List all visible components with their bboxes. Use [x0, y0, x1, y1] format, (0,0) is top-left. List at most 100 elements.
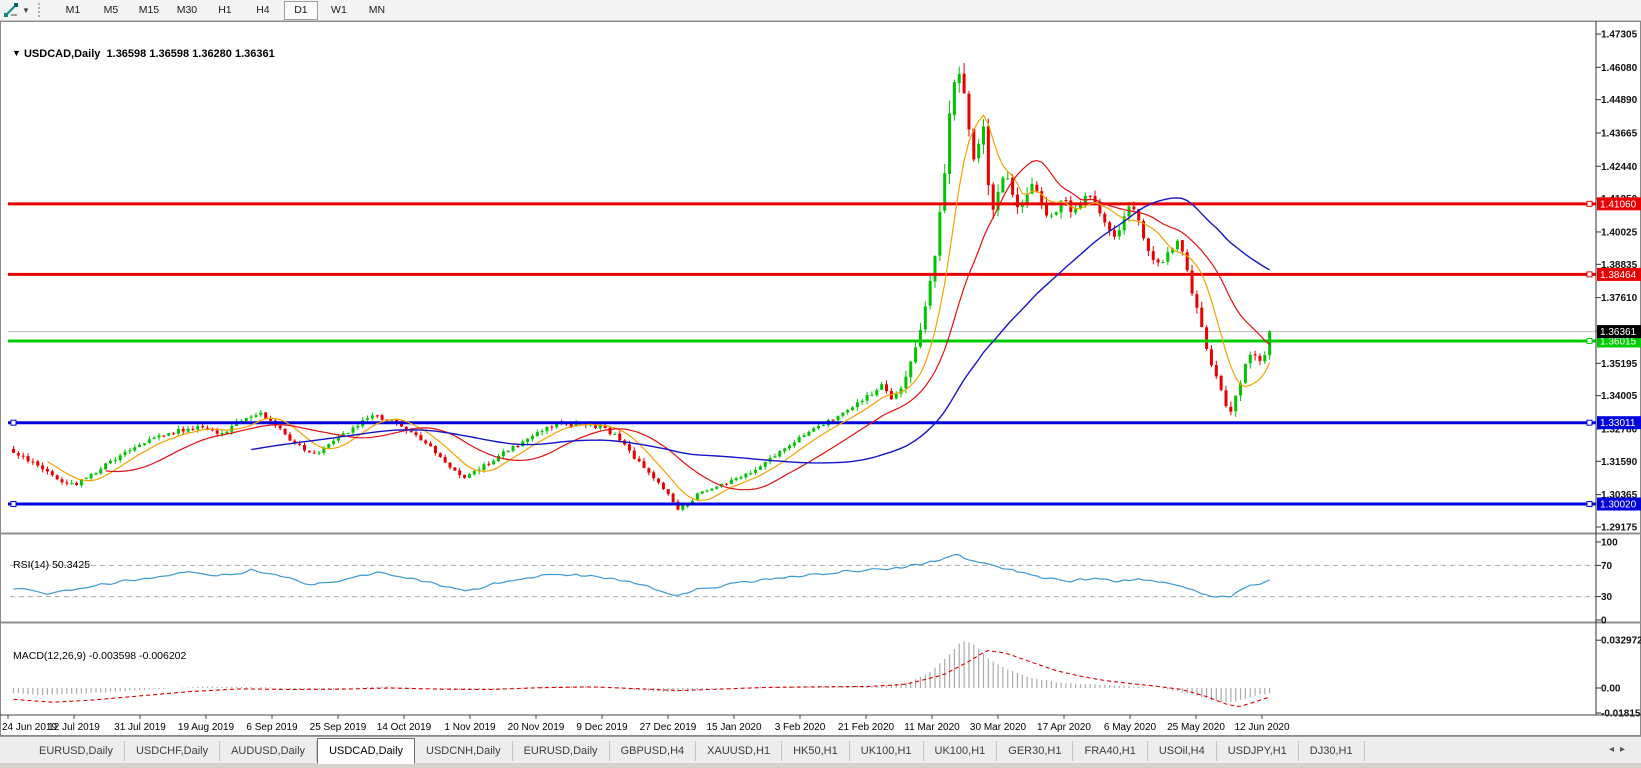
rsi-level-lines — [10, 564, 1596, 598]
candle-body — [705, 490, 709, 492]
candle-body — [366, 418, 370, 420]
candle-body — [783, 448, 787, 452]
line-handle-right-1.33011[interactable] — [1586, 419, 1593, 426]
candle-body — [996, 191, 1000, 211]
candle-body — [50, 471, 54, 476]
tabs-scroll-left-icon[interactable]: ◂ — [1608, 744, 1620, 755]
candle-body — [167, 432, 171, 436]
svg-text:1.47305: 1.47305 — [1601, 30, 1638, 41]
svg-text:1.44890: 1.44890 — [1601, 95, 1638, 106]
tab-usdcnh-daily-4[interactable]: USDCNH,Daily — [415, 741, 513, 761]
candle-body — [511, 446, 515, 451]
candle-body — [885, 384, 888, 392]
ma-fast-line[interactable] — [47, 114, 1271, 501]
ma-mid-line[interactable] — [105, 159, 1271, 491]
candle-body — [1229, 406, 1233, 412]
tab-eurusd-daily-5[interactable]: EURUSD,Daily — [513, 741, 610, 761]
price-chart[interactable]: 1.473051.460801.448901.436651.424401.412… — [0, 21, 1641, 736]
tab-fra40-h1-12[interactable]: FRA40,H1 — [1073, 741, 1148, 761]
line-handle-left-1.30020[interactable] — [10, 501, 17, 508]
ma-slow-line[interactable] — [251, 197, 1271, 464]
timeframe-button-mn[interactable]: MN — [368, 3, 386, 16]
tab-usdjpy-h1-14[interactable]: USDJPY,H1 — [1217, 741, 1299, 761]
candle-body — [1248, 354, 1252, 364]
candle-body — [12, 448, 15, 453]
candle-body — [31, 461, 35, 463]
tabs-scroll-right-icon[interactable]: ▸ — [1619, 744, 1631, 755]
timeframe-button-h1[interactable]: H1 — [218, 3, 232, 16]
candle-body — [419, 435, 423, 441]
candle-body — [317, 452, 321, 454]
tab-audusd-daily-2[interactable]: AUDUSD,Daily — [220, 741, 318, 761]
price-badge-1.33011: 1.33011 — [1597, 416, 1641, 430]
svg-text:1.30365: 1.30365 — [1601, 490, 1638, 501]
candle-body — [312, 452, 316, 454]
tab-hk50-h1-8[interactable]: HK50,H1 — [782, 741, 850, 761]
candle-body — [909, 361, 913, 378]
crosshair-tool-icon[interactable] — [3, 2, 21, 18]
tab-xauusd-h1-7[interactable]: XAUUSD,H1 — [696, 741, 783, 761]
toolbar-grip[interactable] — [37, 3, 48, 17]
candle-body — [865, 394, 869, 401]
candle-body — [264, 412, 268, 420]
svg-text:17 Apr 2020: 17 Apr 2020 — [1037, 722, 1091, 733]
tab-usoil-h4-13[interactable]: USOil,H4 — [1148, 741, 1217, 761]
timeframe-button-m5[interactable]: M5 — [103, 3, 119, 16]
candle-body — [453, 467, 457, 471]
candle-body — [45, 468, 49, 472]
chart-tools-group[interactable]: ▼ — [3, 2, 30, 18]
candle-body — [729, 479, 733, 485]
horizontal-price-lines[interactable] — [8, 202, 1596, 506]
line-handle-left-1.33011[interactable] — [10, 419, 17, 426]
macd-axis[interactable]: 0.032972 0.00 -0.018154 — [1596, 636, 1641, 720]
rsi-line[interactable] — [13, 553, 1270, 598]
line-handle-right-1.38464[interactable] — [1586, 271, 1593, 278]
timeframe-button-d1[interactable]: D1 — [283, 0, 318, 20]
timeframe-button-m1[interactable]: M1 — [65, 3, 81, 16]
candle-body — [1263, 355, 1267, 362]
pane-separators[interactable] — [0, 532, 1641, 624]
candle-body — [957, 73, 961, 84]
candle-body — [278, 425, 282, 429]
timeframe-button-m15[interactable]: M15 — [138, 3, 160, 16]
tool-dropdown-caret-icon[interactable]: ▼ — [22, 5, 30, 15]
timeframe-button-m30[interactable]: M30 — [176, 3, 198, 16]
tab-usdcad-daily-3[interactable]: USDCAD,Daily — [317, 738, 416, 764]
candle-body — [1103, 213, 1107, 223]
candle-body — [671, 493, 675, 503]
line-handles[interactable] — [10, 200, 1593, 508]
timeframe-button-w1[interactable]: W1 — [331, 3, 347, 16]
line-handle-right-1.36015[interactable] — [1586, 338, 1593, 345]
candle-body — [773, 456, 777, 458]
chart-tabs: EURUSD,Daily USDCHF,Daily AUDUSD,Daily USDC… — [28, 737, 1365, 764]
candle-body — [409, 430, 413, 433]
candle-body — [821, 424, 825, 426]
candle-body — [1243, 363, 1247, 384]
tab-uk100-h1-10[interactable]: UK100,H1 — [924, 741, 998, 761]
candle-body — [1219, 375, 1223, 391]
candlesticks[interactable] — [12, 63, 1272, 512]
timeframe-button-h4[interactable]: H4 — [256, 3, 270, 16]
candle-body — [846, 409, 850, 413]
candle-body — [933, 255, 937, 282]
candle-body — [380, 415, 384, 420]
candle-body — [336, 437, 340, 441]
candle-body — [676, 501, 680, 510]
line-handle-right-1.41060[interactable] — [1586, 200, 1593, 207]
candle-body — [370, 415, 374, 419]
tab-gbpusd-h4-6[interactable]: GBPUSD,H4 — [610, 741, 697, 761]
tab-ger30-h1-11[interactable]: GER30,H1 — [997, 741, 1074, 761]
tab-usdchf-daily-1[interactable]: USDCHF,Daily — [125, 741, 221, 761]
candle-body — [438, 453, 442, 457]
rsi-axis[interactable]: 100 70 30 0 — [1596, 538, 1618, 627]
svg-text:-0.018154: -0.018154 — [1601, 709, 1641, 720]
tab-eurusd-daily-0[interactable]: EURUSD,Daily — [28, 741, 125, 761]
tab-dj30-h1-15[interactable]: DJ30,H1 — [1299, 741, 1365, 761]
svg-text:1.43665: 1.43665 — [1601, 128, 1638, 139]
chart-window[interactable]: 1.473051.460801.448901.436651.424401.412… — [0, 21, 1641, 736]
candle-body — [152, 437, 156, 439]
line-handle-right-1.30020[interactable] — [1586, 501, 1593, 508]
tab-uk100-h1-9[interactable]: UK100,H1 — [850, 741, 924, 761]
macd-signal-line[interactable] — [13, 649, 1270, 707]
